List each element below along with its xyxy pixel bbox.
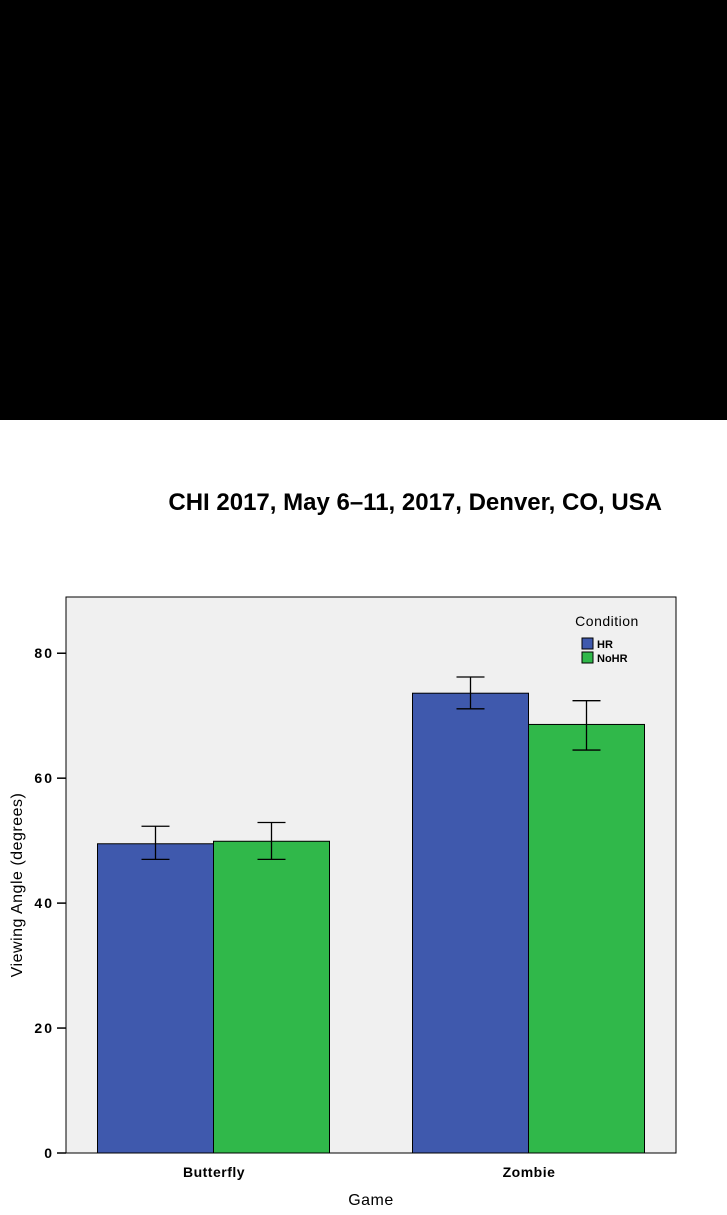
- x-axis-label: Game: [348, 1192, 394, 1209]
- legend-swatch-nohr: [581, 651, 594, 664]
- running-header: CHI 2017, May 6–11, 2017, Denver, CO, US…: [168, 489, 662, 516]
- x-tick-label-butterfly: Butterfly: [183, 1164, 245, 1180]
- bar-nohr-zombie: [528, 723, 645, 1154]
- legend-label-nohr: NoHR: [597, 653, 628, 665]
- y-tick-label: 80: [34, 645, 54, 661]
- bar-hr-zombie: [412, 692, 529, 1154]
- y-tick-label: 0: [44, 1145, 54, 1161]
- legend: Condition HR NoHR: [575, 613, 639, 665]
- black-top-band: [0, 0, 727, 420]
- bar-chart: 0 20 40 60 80 Butterfly Zombie Viewing Angle …: [9, 596, 677, 1209]
- y-tick-label: 20: [34, 1020, 54, 1036]
- y-tick-label: 60: [34, 770, 54, 786]
- y-axis-label: Viewing Angle (degrees): [9, 793, 26, 978]
- x-tick-label-zombie: Zombie: [503, 1164, 556, 1180]
- legend-swatch-hr: [581, 637, 594, 650]
- y-tick-label: 40: [34, 895, 54, 911]
- legend-label-hr: HR: [597, 639, 613, 651]
- bar-hr-butterfly: [97, 843, 214, 1154]
- legend-title: Condition: [575, 613, 639, 629]
- bar-nohr-butterfly: [213, 840, 330, 1154]
